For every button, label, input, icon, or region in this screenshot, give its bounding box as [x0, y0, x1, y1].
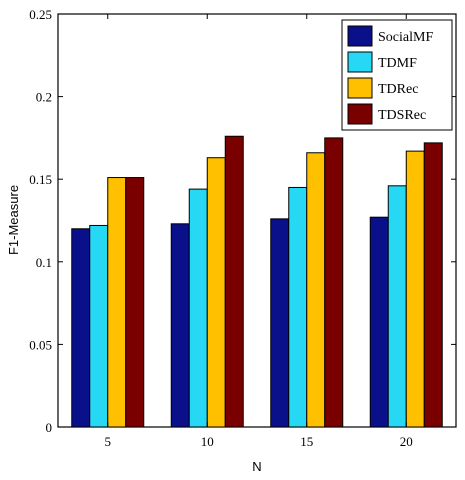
y-tick-label: 0.1: [36, 255, 52, 270]
bar-tdrec-n20: [405, 150, 425, 428]
legend-label-socialmf: SocialMF: [378, 30, 433, 45]
x-tick-label: 5: [105, 434, 112, 449]
bar-socialmf-n15: [270, 218, 290, 428]
bar-socialmf-n5: [71, 228, 91, 428]
bar-tdsrec-n10: [224, 135, 244, 428]
y-tick-label: 0.25: [29, 7, 52, 22]
bar-tdmf-n15: [288, 186, 308, 428]
bar-tdsrec-n20: [423, 142, 443, 428]
legend-label-tdrec: TDRec: [378, 82, 418, 97]
bar-tdmf-n5: [89, 224, 109, 428]
y-tick-label: 0: [46, 420, 53, 435]
bar-tdmf-n20: [387, 185, 407, 428]
bar-tdrec-n5: [107, 177, 127, 428]
bar-tdrec-n15: [306, 152, 326, 428]
bar-tdsrec-n15: [324, 137, 344, 428]
x-tick-label: 10: [201, 434, 214, 449]
legend-swatch-tdmf: [347, 51, 373, 73]
y-tick-label: 0.05: [29, 337, 52, 352]
bar-tdrec-n10: [206, 157, 226, 428]
legend-label-tdsrec: TDSRec: [378, 108, 426, 123]
y-tick-label: 0.2: [36, 90, 52, 105]
bar-socialmf-n20: [369, 216, 389, 428]
y-axis: 0 0.05 0.1 0.15 0.2 0.25: [29, 7, 456, 435]
y-axis-title: F1-Measure: [6, 185, 21, 255]
x-tick-label: 20: [400, 434, 413, 449]
y-tick-label: 0.15: [29, 172, 52, 187]
bar-socialmf-n10: [170, 223, 190, 428]
x-axis-title: N: [252, 459, 261, 474]
x-axis: 5 10 15 20: [105, 14, 413, 449]
legend: SocialMF TDMF TDRec TDSRec: [341, 19, 453, 131]
legend-swatch-socialmf: [347, 25, 373, 47]
x-tick-label: 15: [300, 434, 313, 449]
bars-group: [71, 135, 443, 428]
bar-tdsrec-n5: [125, 177, 145, 428]
legend-swatch-tdrec: [347, 77, 373, 99]
legend-label-tdmf: TDMF: [378, 56, 417, 71]
legend-swatch-tdsrec: [347, 103, 373, 125]
bar-tdmf-n10: [188, 188, 208, 428]
